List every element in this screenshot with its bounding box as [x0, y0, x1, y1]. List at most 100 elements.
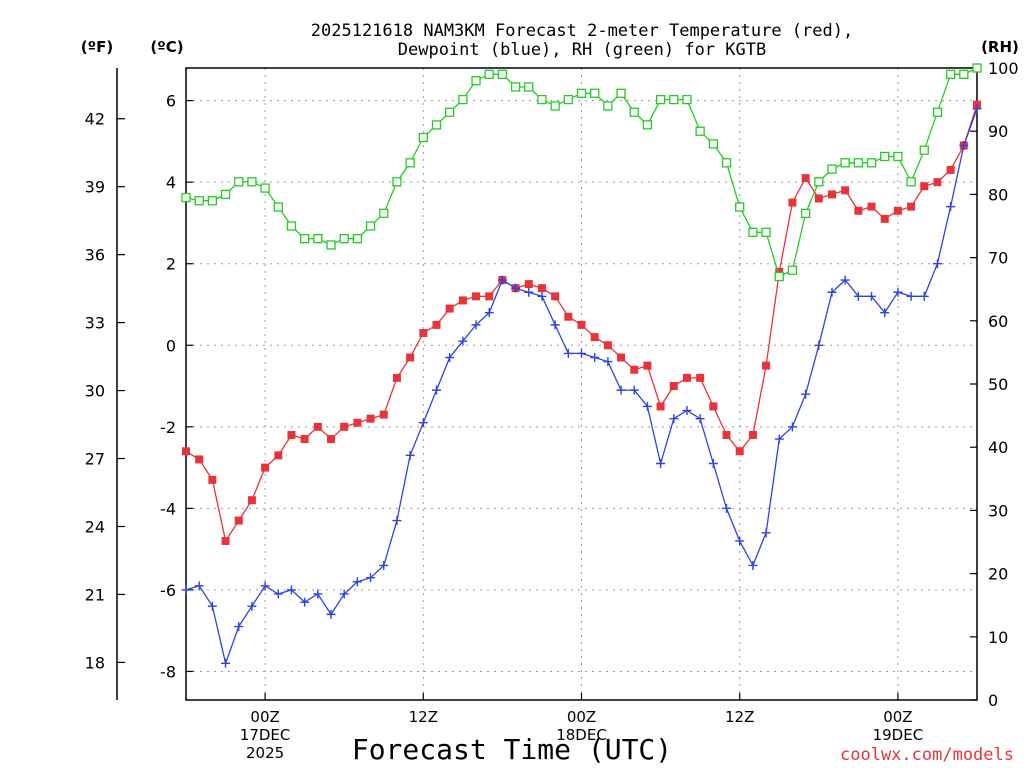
x-axis-title: Forecast Time (UTC) [352, 733, 672, 766]
dewpoint-point [642, 401, 652, 411]
temperature-point [221, 536, 230, 545]
rh-point [181, 192, 191, 203]
temperature-point [880, 214, 889, 223]
temperature-point [735, 447, 744, 456]
temperature-point [208, 475, 217, 484]
dewpoint-point [273, 589, 283, 599]
dewpoint-point [669, 414, 679, 424]
celsius-tick-label: -6 [160, 581, 176, 600]
temperature-point [287, 430, 296, 439]
rh-point [207, 196, 218, 206]
temperature-point [406, 353, 415, 362]
series-dewpoint [181, 104, 982, 668]
rh-point [800, 208, 811, 219]
dewpoint-point [708, 459, 718, 469]
celsius-tick-label: -8 [160, 662, 176, 681]
dewpoint-point [577, 348, 586, 358]
rh-point [590, 88, 600, 98]
temperature-point [195, 455, 204, 464]
fahrenheit-tick-label: 24 [85, 517, 105, 536]
rh-tick-label: 80 [988, 185, 1008, 204]
rh-point [260, 183, 270, 193]
dewpoint-point [286, 585, 296, 595]
time-tick-label: 12Z [725, 708, 754, 726]
dewpoint-point [497, 275, 507, 285]
temperature-point [603, 341, 612, 350]
dewpoint-point [735, 536, 745, 546]
dewpoint-point [247, 601, 257, 611]
dewpoint-point [563, 348, 573, 358]
rh-point [273, 202, 283, 212]
dewpoint-point [260, 581, 270, 591]
dewpoint-point [603, 357, 613, 367]
temperature-point [920, 182, 929, 191]
temperature-point [893, 206, 902, 215]
dewpoint-point [774, 434, 784, 444]
temperature-point [564, 312, 573, 321]
dewpoint-point [616, 385, 626, 395]
dewpoint-point [748, 560, 758, 570]
dewpoint-point [379, 560, 389, 570]
fahrenheit-tick-label: 42 [85, 110, 105, 129]
rh-tick-label: 100 [988, 59, 1019, 78]
rh-point [326, 240, 336, 250]
temperature-point [432, 320, 441, 329]
rh-point [629, 107, 639, 117]
rh-point [840, 158, 850, 168]
rh-point [234, 177, 244, 187]
dewpoint-point [880, 308, 890, 318]
rh-point [919, 145, 929, 155]
rh-point [893, 151, 903, 162]
temperature-point [722, 430, 731, 439]
temperature-point [775, 267, 784, 276]
rh-point [392, 177, 402, 187]
rh-point [405, 158, 415, 168]
fahrenheit-tick-label: 27 [85, 450, 105, 469]
rh-point [510, 82, 521, 92]
dewpoint-point [181, 585, 191, 595]
temperature-point [392, 373, 401, 382]
celsius-tick-label: -4 [160, 499, 176, 518]
temperature-point [630, 365, 639, 374]
rh-point [735, 202, 745, 212]
temperature-point [419, 329, 428, 338]
dewpoint-point [234, 622, 244, 632]
temperature-point [682, 373, 691, 382]
dewpoint-point [313, 589, 323, 599]
rh-axis: 0 10 20 30 40 50 60 70 80 90 100 [970, 59, 1019, 710]
dewpoint-point [471, 320, 481, 330]
rh-point [484, 69, 494, 79]
rh-point [458, 94, 468, 105]
dewpoint-point [761, 528, 771, 538]
fahrenheit-unit-label: (ºF) [81, 38, 113, 56]
dewpoint-point [932, 259, 942, 269]
rh-point [299, 233, 310, 244]
temperature-point [617, 353, 626, 362]
dewpoint-point [445, 352, 455, 362]
rh-point [827, 164, 837, 174]
temperature-point [327, 435, 336, 444]
dewpoint-point [695, 414, 705, 424]
rh-tick-label: 0 [988, 691, 998, 710]
dewpoint-point [484, 308, 494, 318]
temperature-point [854, 206, 863, 215]
temperature-point [313, 422, 322, 431]
dewpoint-point [814, 340, 824, 350]
temperature-point [590, 333, 599, 342]
dewpoint-point [682, 406, 692, 416]
rh-tick-label: 30 [988, 501, 1008, 520]
rh-point [603, 101, 613, 111]
temperature-point [274, 451, 283, 460]
rh-point [866, 158, 877, 168]
rh-point [814, 177, 824, 187]
dewpoint-point [339, 589, 349, 599]
temperature-point [366, 414, 375, 423]
dewpoint-point [524, 287, 534, 297]
rh-point [932, 107, 943, 117]
rh-point [642, 120, 653, 130]
rh-point [959, 69, 969, 79]
rh-point [313, 233, 323, 244]
time-tick-label: 00Z [250, 708, 279, 726]
dewpoint-point [550, 320, 560, 330]
temperature-point [946, 165, 955, 174]
